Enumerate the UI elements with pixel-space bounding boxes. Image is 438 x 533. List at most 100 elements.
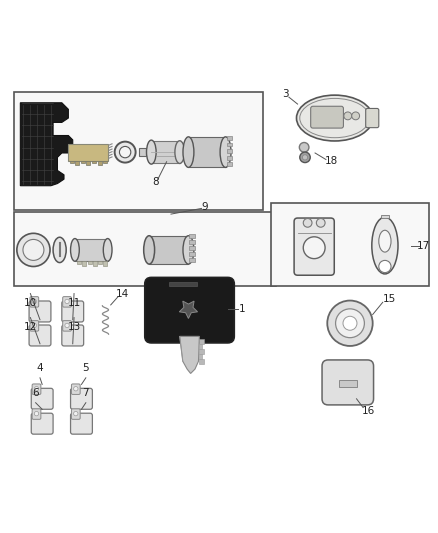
Ellipse shape — [372, 217, 398, 274]
FancyBboxPatch shape — [366, 108, 379, 128]
Circle shape — [352, 112, 360, 120]
Text: 7: 7 — [82, 389, 89, 398]
Bar — [14, 212, 276, 286]
Circle shape — [344, 112, 352, 120]
Bar — [199, 359, 204, 364]
Bar — [189, 240, 194, 244]
FancyBboxPatch shape — [32, 384, 41, 394]
FancyBboxPatch shape — [63, 321, 71, 331]
Bar — [381, 215, 389, 219]
Text: 11: 11 — [67, 298, 81, 308]
Ellipse shape — [297, 95, 373, 141]
FancyBboxPatch shape — [63, 297, 71, 307]
Circle shape — [303, 237, 325, 259]
FancyBboxPatch shape — [31, 413, 53, 434]
Bar — [199, 349, 204, 354]
Circle shape — [65, 299, 69, 304]
Circle shape — [302, 155, 307, 160]
Bar — [188, 137, 226, 167]
Circle shape — [34, 411, 39, 416]
Bar — [227, 142, 232, 147]
FancyBboxPatch shape — [311, 106, 343, 128]
FancyBboxPatch shape — [29, 301, 51, 322]
Ellipse shape — [175, 141, 184, 164]
Circle shape — [336, 309, 364, 338]
Bar — [199, 339, 204, 344]
Bar — [227, 149, 232, 153]
Bar — [151, 141, 180, 164]
FancyBboxPatch shape — [30, 297, 39, 307]
FancyBboxPatch shape — [71, 384, 80, 394]
Ellipse shape — [53, 237, 66, 263]
Bar — [75, 239, 108, 261]
Ellipse shape — [183, 137, 194, 167]
FancyBboxPatch shape — [71, 409, 80, 419]
Bar — [98, 261, 102, 264]
Text: 9: 9 — [202, 201, 208, 212]
Bar — [103, 261, 107, 266]
Text: 10: 10 — [24, 298, 37, 308]
Ellipse shape — [220, 137, 231, 167]
Bar — [149, 236, 188, 264]
Bar — [227, 156, 232, 159]
Bar — [81, 161, 85, 164]
Bar — [189, 246, 194, 250]
Text: 8: 8 — [152, 177, 159, 187]
Bar — [68, 144, 108, 161]
Bar — [169, 282, 197, 286]
Ellipse shape — [183, 236, 194, 264]
Bar — [92, 161, 96, 164]
Bar — [227, 136, 232, 140]
Text: 14: 14 — [116, 289, 129, 299]
Text: 16: 16 — [362, 406, 375, 416]
Circle shape — [300, 152, 310, 163]
Bar — [227, 162, 232, 166]
FancyBboxPatch shape — [31, 389, 53, 409]
FancyBboxPatch shape — [322, 360, 374, 405]
Circle shape — [74, 386, 78, 391]
Circle shape — [23, 239, 44, 261]
Bar — [82, 261, 86, 266]
Circle shape — [17, 233, 50, 266]
Text: 13: 13 — [67, 322, 81, 332]
Bar — [93, 261, 97, 266]
FancyBboxPatch shape — [71, 389, 92, 409]
Bar — [189, 258, 194, 262]
Ellipse shape — [147, 140, 156, 164]
FancyBboxPatch shape — [30, 321, 39, 331]
Bar — [199, 344, 202, 349]
Ellipse shape — [71, 239, 79, 261]
Bar — [339, 379, 357, 386]
Text: 5: 5 — [82, 364, 89, 374]
Bar — [199, 354, 202, 359]
Text: 15: 15 — [383, 294, 396, 304]
Bar — [272, 203, 428, 286]
Ellipse shape — [144, 236, 155, 264]
FancyBboxPatch shape — [71, 413, 92, 434]
Circle shape — [74, 411, 78, 416]
FancyBboxPatch shape — [294, 218, 334, 275]
FancyBboxPatch shape — [32, 409, 41, 419]
Circle shape — [32, 299, 36, 304]
Text: 17: 17 — [417, 240, 430, 251]
Bar — [189, 252, 194, 256]
Bar — [14, 92, 263, 210]
Ellipse shape — [379, 230, 391, 252]
FancyBboxPatch shape — [145, 277, 234, 343]
Bar — [70, 161, 74, 164]
Circle shape — [32, 323, 36, 328]
Circle shape — [327, 301, 373, 346]
Bar — [189, 234, 194, 238]
Bar — [86, 161, 90, 165]
Circle shape — [115, 142, 136, 163]
Ellipse shape — [103, 239, 112, 261]
FancyBboxPatch shape — [62, 301, 84, 322]
Text: 1: 1 — [239, 304, 245, 314]
Circle shape — [299, 142, 309, 152]
Text: 4: 4 — [37, 364, 43, 374]
Circle shape — [379, 261, 391, 272]
Text: 18: 18 — [325, 156, 338, 166]
Bar — [75, 161, 79, 165]
Bar — [98, 161, 102, 165]
Bar — [88, 261, 92, 264]
